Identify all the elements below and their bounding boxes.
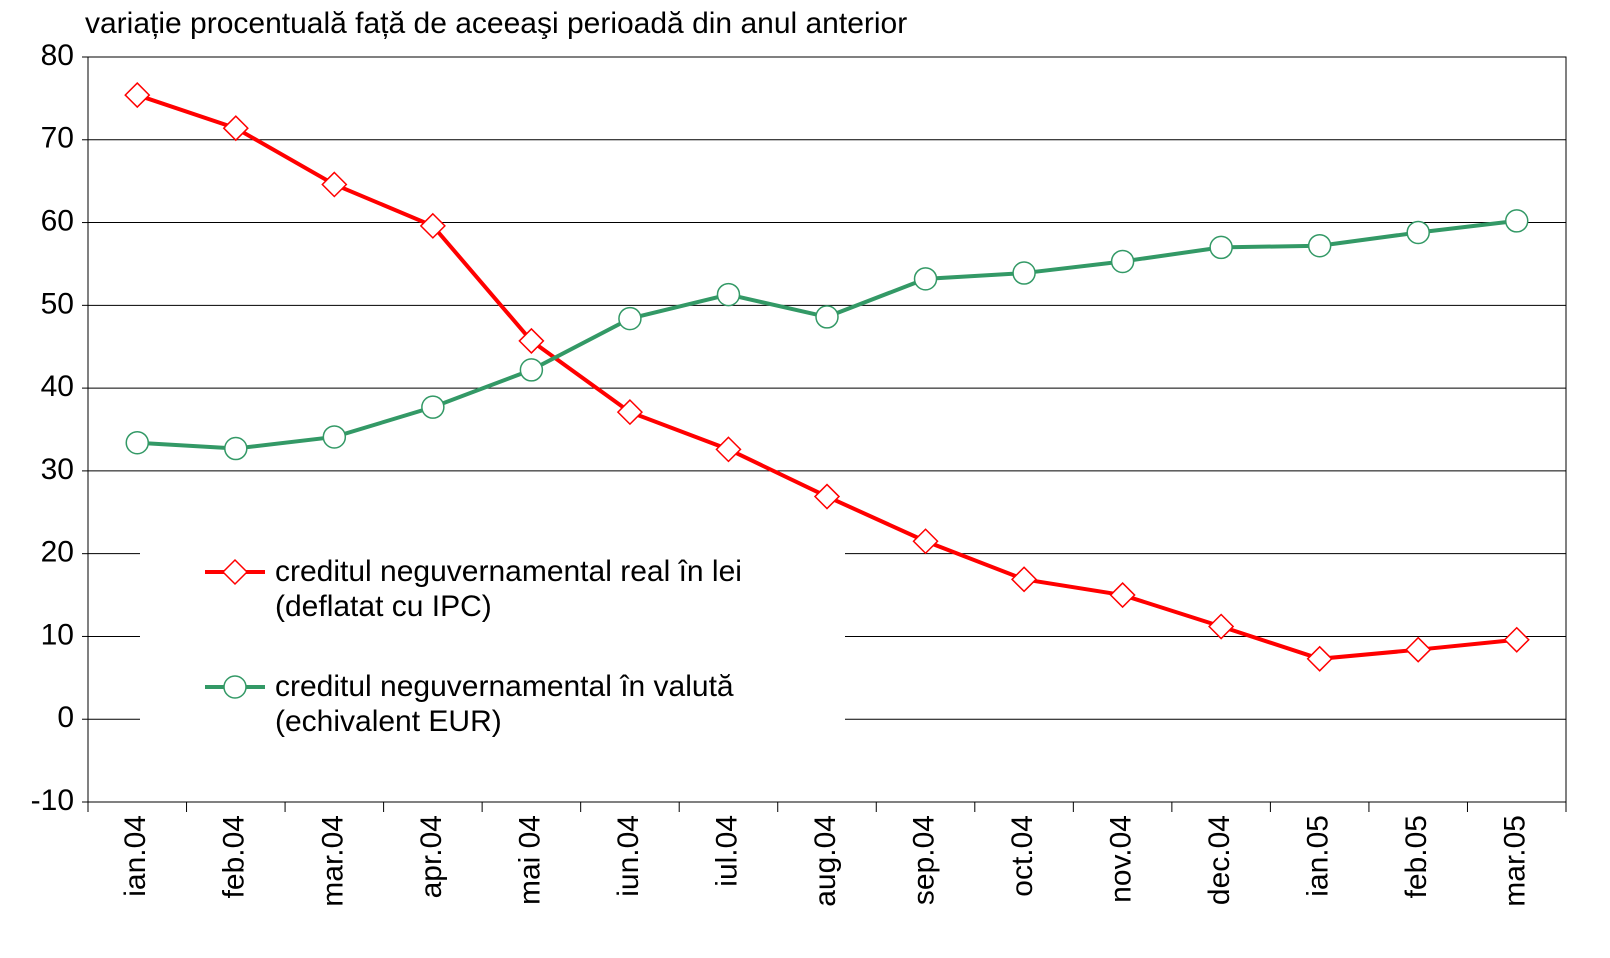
x-tick-label: dec.04 <box>1203 815 1236 905</box>
marker <box>716 282 741 307</box>
y-tick-label: 0 <box>57 701 74 734</box>
x-tick-label: nov.04 <box>1105 815 1138 903</box>
y-tick-label: 30 <box>41 453 74 486</box>
x-tick-label: mar.05 <box>1499 815 1532 907</box>
marker <box>221 558 249 586</box>
x-tick-label: mai 04 <box>513 815 546 905</box>
y-tick-label: 40 <box>41 370 74 403</box>
marker <box>715 436 742 463</box>
marker <box>1209 235 1233 260</box>
marker <box>1406 220 1430 245</box>
marker <box>1208 613 1235 640</box>
x-tick-label: sep.04 <box>907 815 940 905</box>
marker <box>321 171 348 198</box>
marker <box>1503 626 1530 653</box>
marker <box>124 82 151 109</box>
marker <box>125 430 150 455</box>
marker <box>912 528 939 555</box>
legend-label: creditul neguvernamental în valută (echi… <box>275 670 734 738</box>
marker <box>1012 261 1036 285</box>
marker <box>1110 249 1135 274</box>
marker <box>518 327 545 354</box>
marker <box>322 425 347 449</box>
marker <box>815 305 839 329</box>
marker <box>616 399 643 426</box>
marker <box>1306 645 1333 672</box>
marker <box>1011 566 1038 593</box>
x-tick-label: iun.04 <box>612 815 645 897</box>
marker <box>222 115 249 142</box>
x-tick-label: aug.04 <box>809 815 842 907</box>
x-tick-label: oct.04 <box>1006 815 1039 897</box>
marker <box>419 212 446 239</box>
marker <box>519 358 544 382</box>
marker <box>913 267 938 291</box>
series-line <box>137 218 1517 451</box>
y-tick-label: 80 <box>41 39 74 72</box>
marker <box>1307 233 1332 258</box>
x-tick-label: mar.04 <box>316 815 349 907</box>
y-tick-label: 20 <box>41 536 74 569</box>
marker <box>1405 636 1432 663</box>
marker <box>223 675 247 699</box>
chart-title: variație procentuală față de aceeaşi per… <box>85 7 907 40</box>
x-tick-label: apr.04 <box>415 815 448 898</box>
marker <box>1504 209 1529 233</box>
y-tick-label: 50 <box>41 287 74 320</box>
marker <box>618 306 642 331</box>
y-tick-label: 60 <box>41 204 74 237</box>
y-tick-label: 10 <box>41 618 74 651</box>
plot-frame <box>87 56 1567 803</box>
legend-box <box>140 540 845 765</box>
marker <box>421 395 445 419</box>
x-tick-label: feb.05 <box>1400 815 1433 898</box>
y-tick-label: -10 <box>31 784 74 817</box>
x-tick-label: iul.04 <box>710 815 743 887</box>
marker <box>1109 581 1136 609</box>
marker <box>224 436 248 461</box>
marker <box>813 483 841 510</box>
x-tick-label: feb.04 <box>218 815 251 898</box>
x-tick-label: ian.05 <box>1302 815 1335 897</box>
legend-label: creditul neguvernamental real în lei (de… <box>275 555 742 623</box>
y-tick-label: 70 <box>41 122 74 155</box>
x-tick-label: ian.04 <box>119 815 152 897</box>
